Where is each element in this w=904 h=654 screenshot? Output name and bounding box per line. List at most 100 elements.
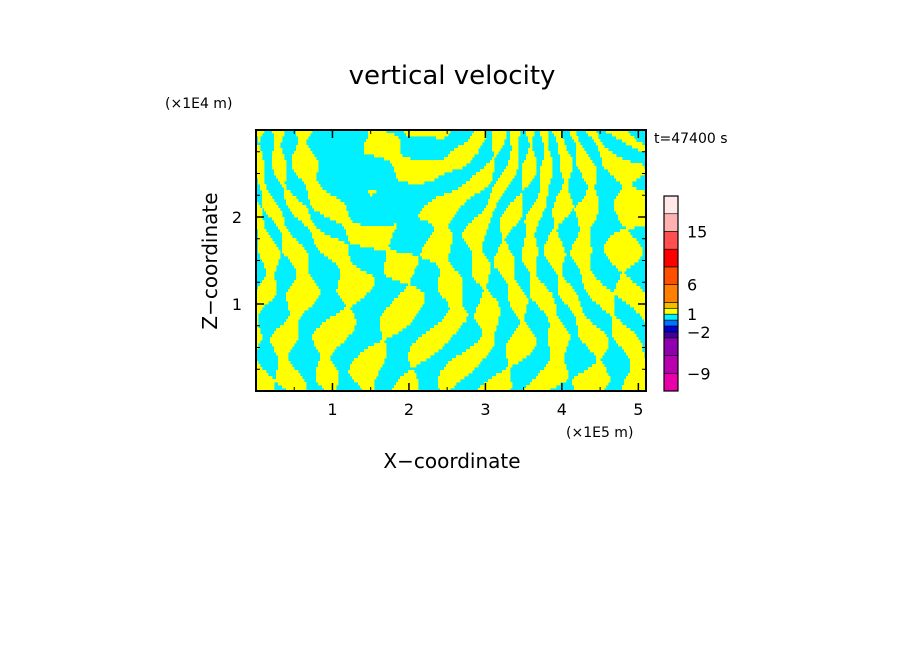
field-cell [312,334,349,338]
field-cell [282,385,307,389]
field-cell [510,154,519,158]
field-cell [354,358,385,362]
field-cell [316,328,355,332]
field-cell [574,313,585,317]
field-cell [522,169,537,173]
field-cell [570,133,577,137]
field-cell [398,379,419,383]
field-cell [576,316,587,320]
field-cell [622,223,646,227]
field-cell [506,343,537,347]
field-cell [258,286,277,290]
field-cell [310,202,345,206]
field-cell [440,388,451,391]
field-cell [572,247,593,251]
field-cell [288,289,321,293]
field-cell [572,244,591,248]
field-cell [618,268,627,272]
field-cell [266,274,275,278]
field-cell [602,157,623,161]
field-cell [368,136,399,140]
field-cell [576,262,591,266]
field-cell [582,199,599,203]
field-cell [492,148,501,152]
field-cell [384,265,417,269]
field-cell [374,343,387,347]
field-cell [548,340,569,344]
field-cell [544,367,567,371]
field-cell [272,217,285,221]
field-cell [550,325,565,329]
field-cell [512,307,527,311]
field-cell [488,379,511,383]
field-cell [516,313,525,317]
field-cell [544,145,549,149]
field-cell [534,202,547,206]
field-cell [316,370,339,374]
field-cell [556,196,571,200]
field-cell [492,376,511,380]
field-cell [348,235,393,239]
field-cell [536,199,547,203]
y-axis: 12 [232,151,646,370]
field-cell [282,238,297,242]
field-cell [552,214,569,218]
field-cell [540,178,551,182]
field-cell [370,193,373,197]
field-cell [500,175,515,179]
field-cell [312,337,347,341]
field-cell [452,190,481,194]
field-cell [292,163,319,167]
field-cell [350,364,383,368]
field-cell [612,328,631,332]
field-cell [256,166,265,170]
field-cell [258,241,275,245]
field-cell [532,379,567,383]
field-cell [298,217,311,221]
field-cell [580,226,591,230]
field-cell [612,316,617,320]
field-cell [556,139,565,143]
field-cell [508,340,537,344]
field-cell [338,292,367,296]
field-cell [256,304,265,308]
field-cell [256,148,261,152]
field-cell [508,160,519,164]
field-cell [558,292,577,296]
field-cell [462,235,485,239]
field-cell [398,178,435,182]
field-cell [256,175,265,179]
field-cell [256,157,263,161]
field-cell [256,208,263,212]
field-cell [524,160,537,164]
field-cell [264,262,279,266]
field-cell [342,298,361,302]
field-cell [618,217,646,221]
field-cell [256,385,275,389]
field-cell [578,328,601,332]
field-cell [614,289,643,293]
field-cell [272,343,295,347]
field-cell [438,283,463,287]
field-cell [522,178,533,182]
field-cell [544,157,553,161]
field-cell [316,367,337,371]
field-cell [574,385,607,389]
field-cell [276,223,285,227]
field-cell [560,163,573,167]
field-cell [540,133,549,137]
field-cell [526,217,541,221]
field-cell [590,295,615,299]
field-cell [324,214,349,218]
field-cell [578,202,599,206]
field-cell [278,367,295,371]
field-cell [338,286,373,290]
field-cell [544,151,551,155]
field-cell [548,343,569,347]
field-cell [404,130,451,134]
field-cell [436,196,471,200]
field-cell [256,202,259,206]
field-cell [620,277,631,281]
field-cell [382,313,417,317]
field-cell [540,307,557,311]
